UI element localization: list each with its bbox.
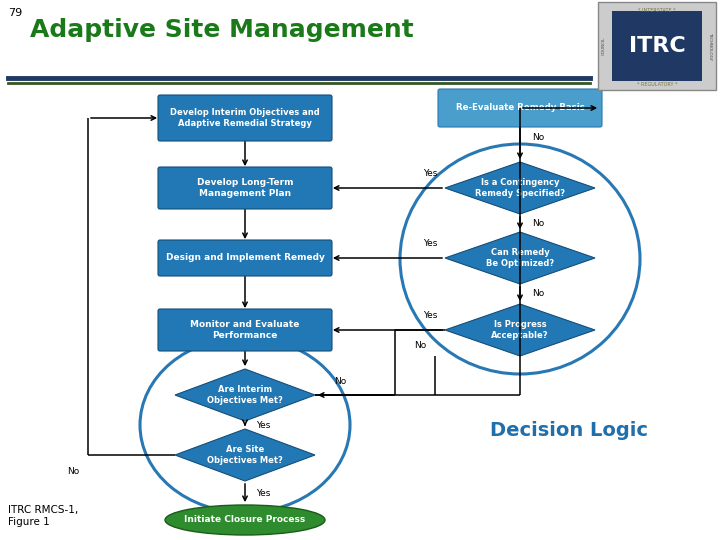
Text: Monitor and Evaluate
Performance: Monitor and Evaluate Performance bbox=[190, 320, 300, 340]
Text: No: No bbox=[532, 133, 544, 143]
Text: Yes: Yes bbox=[256, 421, 270, 429]
Text: Are Site
Objectives Met?: Are Site Objectives Met? bbox=[207, 446, 283, 465]
Text: ITRC RMCS-1,
Figure 1: ITRC RMCS-1, Figure 1 bbox=[8, 505, 78, 526]
Text: 79: 79 bbox=[8, 8, 22, 18]
Text: COUNCIL: COUNCIL bbox=[602, 37, 606, 55]
FancyBboxPatch shape bbox=[158, 240, 332, 276]
Text: No: No bbox=[532, 219, 544, 227]
Text: Can Remedy
Be Optimized?: Can Remedy Be Optimized? bbox=[486, 248, 554, 268]
Text: Yes: Yes bbox=[423, 170, 437, 179]
Polygon shape bbox=[445, 232, 595, 284]
Text: No: No bbox=[67, 467, 79, 476]
FancyBboxPatch shape bbox=[158, 95, 332, 141]
Text: Develop Long-Term
Management Plan: Develop Long-Term Management Plan bbox=[197, 178, 293, 198]
FancyBboxPatch shape bbox=[612, 11, 702, 81]
Text: Is Progress
Acceptable?: Is Progress Acceptable? bbox=[491, 320, 549, 340]
Text: Are Interim
Objectives Met?: Are Interim Objectives Met? bbox=[207, 386, 283, 404]
Text: Yes: Yes bbox=[423, 240, 437, 248]
FancyBboxPatch shape bbox=[598, 2, 716, 90]
Ellipse shape bbox=[165, 505, 325, 535]
Text: No: No bbox=[532, 289, 544, 299]
Text: Yes: Yes bbox=[423, 312, 437, 321]
Text: Develop Interim Objectives and
Adaptive Remedial Strategy: Develop Interim Objectives and Adaptive … bbox=[170, 109, 320, 127]
Text: Re-Evaluate Remedy Basis: Re-Evaluate Remedy Basis bbox=[456, 104, 585, 112]
Text: * REGULATORY *: * REGULATORY * bbox=[636, 82, 678, 86]
Text: Yes: Yes bbox=[256, 489, 270, 497]
Text: Adaptive Site Management: Adaptive Site Management bbox=[30, 18, 414, 42]
Text: TECHNOLOGY: TECHNOLOGY bbox=[708, 32, 712, 60]
Text: Decision Logic: Decision Logic bbox=[490, 421, 648, 440]
Text: Initiate Closure Process: Initiate Closure Process bbox=[184, 516, 305, 524]
Polygon shape bbox=[175, 429, 315, 481]
FancyBboxPatch shape bbox=[158, 309, 332, 351]
FancyBboxPatch shape bbox=[158, 167, 332, 209]
Text: Is a Contingency
Remedy Specified?: Is a Contingency Remedy Specified? bbox=[475, 178, 565, 198]
Text: Design and Implement Remedy: Design and Implement Remedy bbox=[166, 253, 325, 262]
Text: No: No bbox=[334, 376, 346, 386]
Polygon shape bbox=[445, 304, 595, 356]
Text: No: No bbox=[414, 341, 426, 350]
Polygon shape bbox=[175, 369, 315, 421]
FancyBboxPatch shape bbox=[438, 89, 602, 127]
Text: * INTERSTATE *: * INTERSTATE * bbox=[638, 8, 676, 12]
Text: ITRC: ITRC bbox=[629, 36, 685, 56]
Polygon shape bbox=[445, 162, 595, 214]
